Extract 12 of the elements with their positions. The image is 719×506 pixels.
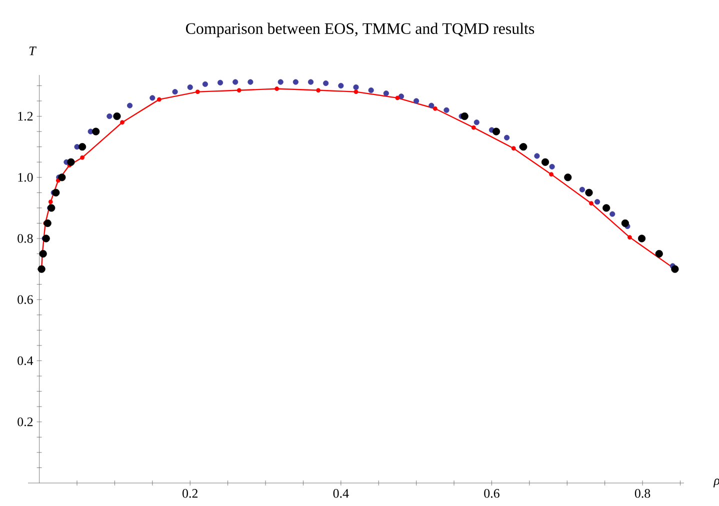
y-tick-label: 0.6 xyxy=(18,295,33,304)
y-axis-title: T xyxy=(29,46,37,56)
y-tick-label: 0.2 xyxy=(18,417,33,426)
y-tick-label: 0.8 xyxy=(18,234,33,243)
x-tick-label: 0.4 xyxy=(333,489,349,498)
y-tick-label: 1.0 xyxy=(18,172,33,182)
x-tick-label: 0.6 xyxy=(484,489,500,498)
y-tick-label: 0.4 xyxy=(18,356,34,366)
x-tick-label: 0.2 xyxy=(182,489,198,498)
x-tick-label: 0.8 xyxy=(634,489,650,498)
y-tick-label: 1.2 xyxy=(18,112,33,121)
chart-title: Comparison between EOS, TMMC and TQMD results xyxy=(186,22,534,38)
